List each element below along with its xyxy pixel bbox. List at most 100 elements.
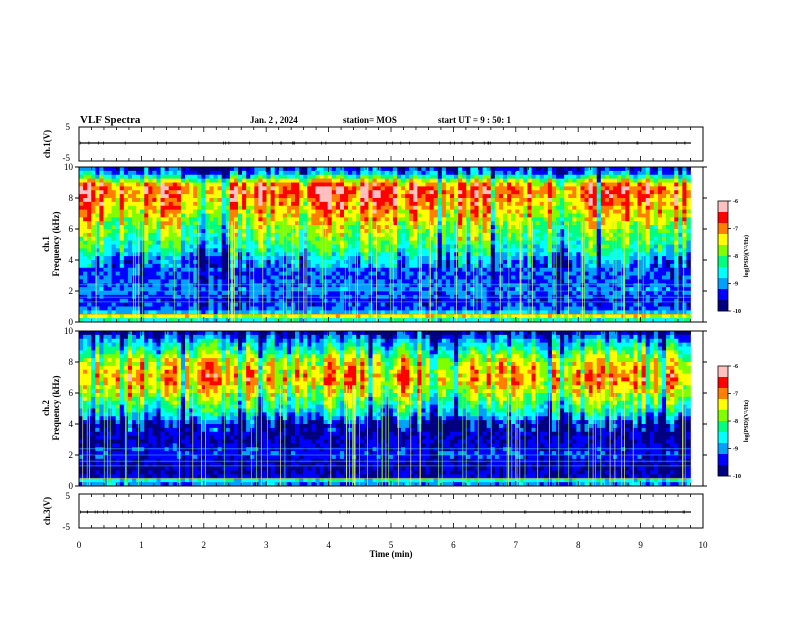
spectrogram-cell: [385, 268, 389, 272]
spectrogram-cell: [328, 299, 332, 303]
spectrogram-cell: [527, 229, 531, 233]
spectrogram-cell: [144, 217, 148, 221]
spectrogram-cell: [95, 202, 99, 206]
spectrogram-column: [377, 167, 381, 322]
spectrogram-cell: [548, 276, 552, 280]
spectrogram-cell: [144, 225, 148, 229]
spectrogram-cell: [91, 229, 95, 233]
spectrogram-cell: [112, 299, 116, 303]
spectrogram-cell: [108, 314, 112, 318]
spectrogram-cell: [458, 183, 462, 187]
spectrogram-cell: [495, 237, 499, 241]
spectrogram-cell: [258, 190, 262, 194]
spectrogram-cell: [291, 175, 295, 179]
spectrogram-cell: [328, 202, 332, 206]
spectrogram-cell: [234, 217, 238, 221]
spectrogram-cell: [426, 179, 430, 183]
spectrogram-cell: [511, 241, 515, 245]
spectrogram-cell: [548, 303, 552, 307]
spectrogram-cell: [230, 256, 234, 260]
spectrogram-cell: [397, 190, 401, 194]
spectrogram-cell: [156, 252, 160, 256]
spectrogram-cell: [532, 260, 536, 264]
spectrogram-cell: [79, 291, 83, 295]
spectrogram-cell: [83, 210, 87, 214]
spectrogram-cell: [279, 225, 283, 229]
spectrogram-cell: [556, 171, 560, 175]
spectrogram-cell: [214, 252, 218, 256]
spectrogram-cell: [495, 283, 499, 287]
spectrogram-cell: [515, 202, 519, 206]
spectrogram-cell: [564, 276, 568, 280]
spectrogram-cell: [328, 241, 332, 245]
spectrogram-cell: [152, 202, 156, 206]
spectrogram-cell: [360, 229, 364, 233]
spectrogram-cell: [254, 303, 258, 307]
spectrogram-cell: [385, 241, 389, 245]
spectrogram-cell: [209, 167, 213, 171]
spectrogram-cell: [564, 268, 568, 272]
spectrogram-cell: [356, 256, 360, 260]
spectrogram-cell: [450, 221, 454, 225]
spectrogram-cell: [91, 248, 95, 252]
spectrogram-cell: [116, 190, 120, 194]
spectrogram-cell: [275, 268, 279, 272]
spectrogram-column: [189, 167, 193, 322]
spectrogram-cell: [242, 256, 246, 260]
spectrogram-cell: [148, 283, 152, 287]
spectrogram-cell: [258, 183, 262, 187]
ch1-ytick-top: 5: [66, 122, 71, 132]
spectrogram-cell: [536, 291, 540, 295]
spectrogram-cell: [79, 248, 83, 252]
spectrogram-cell: [209, 198, 213, 202]
spectrogram-cell: [552, 175, 556, 179]
spectrogram-cell: [324, 167, 328, 171]
spectrogram-cell: [552, 214, 556, 218]
spectrogram-cell: [495, 252, 499, 256]
spectrogram-cell: [564, 217, 568, 221]
spectrogram-cell: [99, 225, 103, 229]
spectrogram-cell: [177, 183, 181, 187]
spectrogram-cell: [124, 307, 128, 311]
spectrogram-cell: [148, 221, 152, 225]
spectrogram-cell: [499, 202, 503, 206]
spectrogram-column: [495, 167, 499, 322]
spectrogram-cell: [556, 256, 560, 260]
spectrogram-cell: [320, 225, 324, 229]
spectrogram-cell: [124, 283, 128, 287]
spectrogram-column: [332, 167, 336, 322]
spectrogram-cell: [438, 303, 442, 307]
spectrogram-cell: [144, 291, 148, 295]
spectrogram-cell: [279, 198, 283, 202]
spectrogram-cell: [254, 291, 258, 295]
spectrogram-cell: [421, 272, 425, 276]
spectrogram-cell: [169, 167, 173, 171]
spectrogram-cell: [116, 171, 120, 175]
spectrogram-cell: [152, 210, 156, 214]
spectrogram-cell: [197, 186, 201, 190]
spectrogram-cell: [568, 175, 572, 179]
spectrogram-cell: [523, 245, 527, 249]
spectrogram-cell: [112, 206, 116, 210]
spectrogram-cell: [279, 291, 283, 295]
spectrogram-cell: [201, 299, 205, 303]
spectrogram-column: [364, 167, 368, 322]
spectrogram-cell: [344, 186, 348, 190]
spectrogram-cell: [515, 299, 519, 303]
spectrogram-cell: [328, 256, 332, 260]
spectrogram-cell: [124, 256, 128, 260]
spectrogram-cell: [527, 202, 531, 206]
spectrogram-cell: [271, 237, 275, 241]
spectrogram-cell: [515, 206, 519, 210]
spectrogram-cell: [99, 283, 103, 287]
spectrogram-cell: [442, 217, 446, 221]
spectrogram-cell: [83, 283, 87, 287]
spectrogram-cell: [83, 194, 87, 198]
spectrogram-cell: [364, 264, 368, 268]
spectrogram-cell: [95, 171, 99, 175]
spectrogram-cell: [177, 175, 181, 179]
spectrogram-cell: [197, 307, 201, 311]
spectrogram-cell: [103, 283, 107, 287]
spectrogram-cell: [165, 307, 169, 311]
spectrogram-cell: [197, 264, 201, 268]
